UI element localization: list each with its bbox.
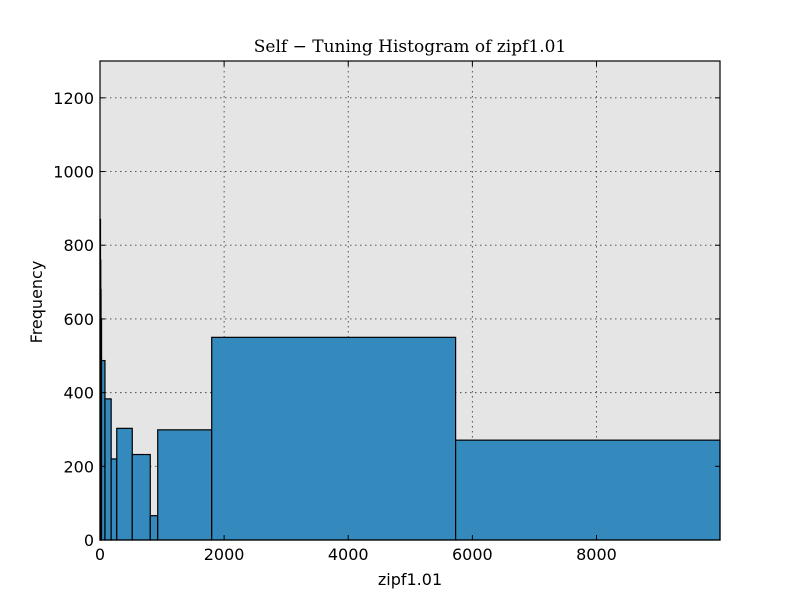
y-tick-label: 600 <box>63 310 94 329</box>
histogram-bar-7 <box>116 427 133 541</box>
histogram-bars <box>99 218 721 541</box>
y-tick-label: 1000 <box>53 163 94 182</box>
x-tick-label: 2000 <box>204 545 245 564</box>
x-tick-label: 0 <box>95 545 105 564</box>
histogram-bar-11 <box>211 336 457 541</box>
y-tick-label: 1200 <box>53 89 94 108</box>
plot-frame <box>99 60 721 541</box>
axis-ticks <box>99 61 720 541</box>
histogram-bar-8 <box>131 453 151 541</box>
x-tick-label: 8000 <box>576 545 617 564</box>
x-tick-label: 4000 <box>328 545 369 564</box>
x-tick-label: 6000 <box>452 545 493 564</box>
y-axis-label: Frequency <box>27 261 46 344</box>
y-tick-label: 800 <box>63 236 94 255</box>
histogram-bar-9 <box>149 515 159 541</box>
y-tick-labels: 0 200 400 600 800 1000 1200 <box>53 89 94 550</box>
histogram-bar-6 <box>110 458 118 541</box>
x-axis-label: zipf1.01 <box>378 570 442 589</box>
histogram-bar-5 <box>104 398 112 541</box>
y-tick-label: 200 <box>63 457 94 476</box>
chart-title: Self − Tuning Histogram of zipf1.01 <box>254 37 566 57</box>
y-tick-label: 0 <box>84 531 94 550</box>
histogram-bar-10 <box>157 429 213 541</box>
x-tick-labels: 0 2000 4000 6000 8000 <box>95 545 617 564</box>
y-tick-label: 400 <box>63 384 94 403</box>
histogram-bar-12 <box>455 439 721 541</box>
